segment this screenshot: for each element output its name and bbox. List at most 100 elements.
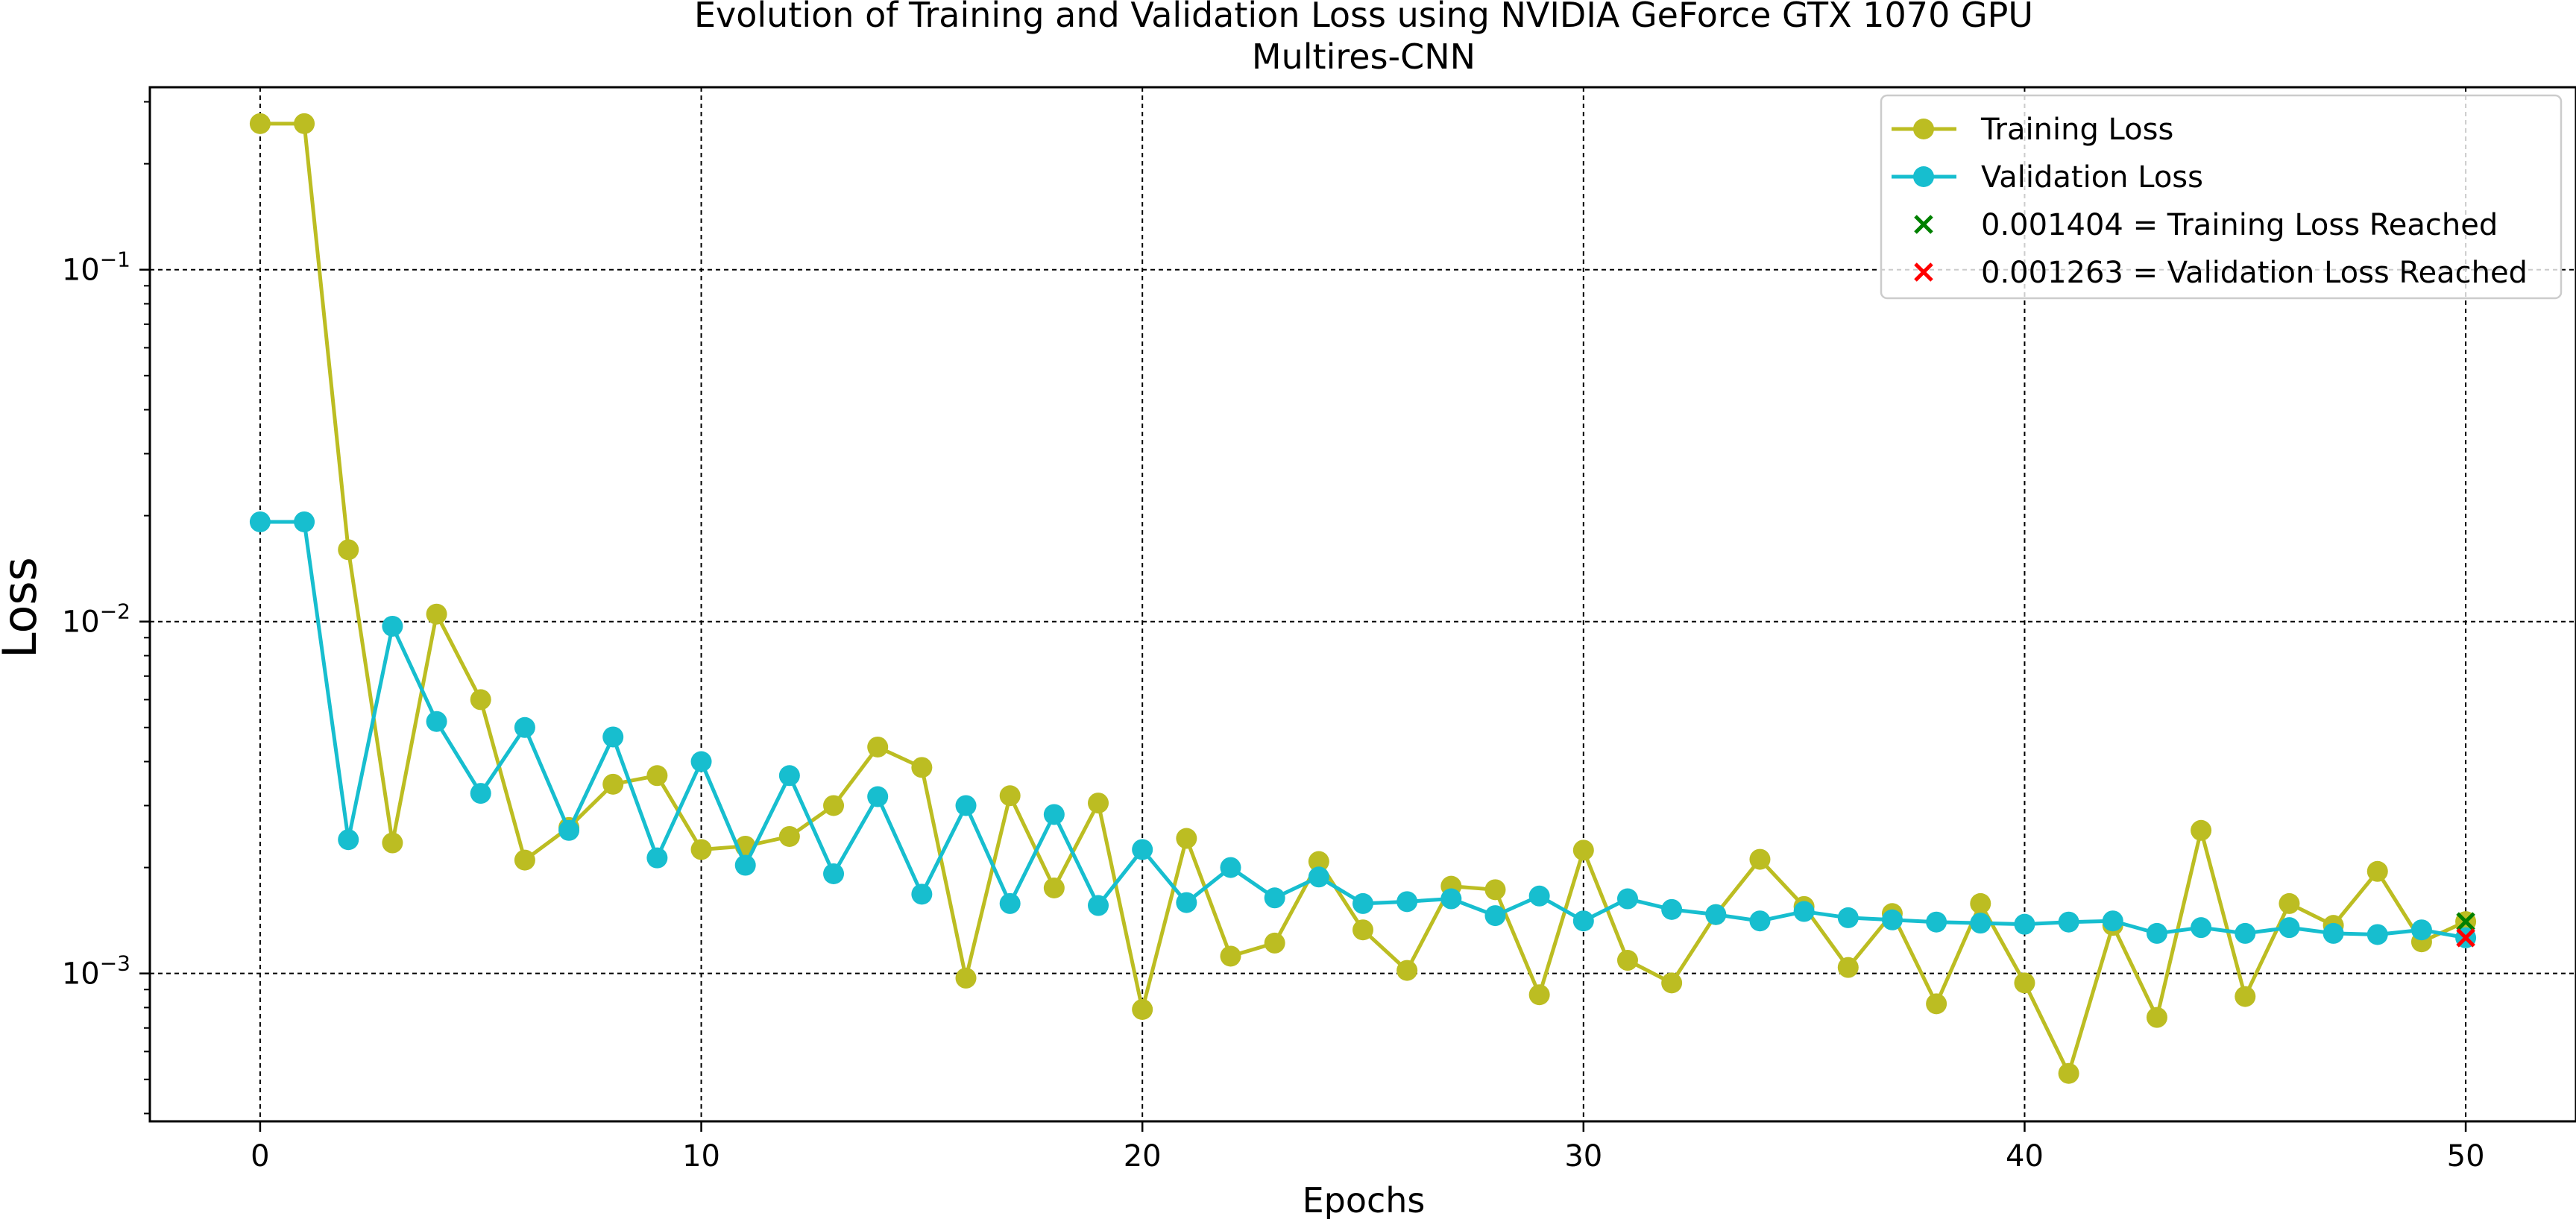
data-point xyxy=(514,849,535,871)
data-point xyxy=(338,539,359,561)
data-point xyxy=(1043,804,1065,825)
data-point xyxy=(2014,913,2035,935)
validation-loss-reached-marker xyxy=(2456,928,2475,948)
data-point xyxy=(778,825,800,847)
legend-marker-swatch xyxy=(1913,119,1934,139)
data-point xyxy=(249,113,271,134)
data-point xyxy=(1837,907,1859,928)
data-point xyxy=(690,751,712,772)
data-point xyxy=(2014,972,2035,994)
data-point xyxy=(1484,879,1506,901)
data-point xyxy=(1661,898,1683,920)
data-point xyxy=(690,839,712,860)
data-point xyxy=(2235,922,2256,944)
data-point xyxy=(1970,913,1991,934)
data-point xyxy=(249,511,271,532)
data-point xyxy=(911,883,933,905)
data-point xyxy=(2323,922,2344,944)
data-point xyxy=(911,757,933,778)
data-point xyxy=(1043,877,1065,898)
data-point xyxy=(2235,986,2256,1007)
legend-item-validation-reached: 0.001263 = Validation Loss Reached xyxy=(1914,256,2528,290)
y-tick-label: 10−3 xyxy=(62,951,130,992)
data-point xyxy=(2058,1062,2079,1084)
data-point xyxy=(867,786,889,807)
data-point xyxy=(1926,993,1947,1015)
data-point xyxy=(1352,919,1373,941)
data-point xyxy=(1661,972,1683,994)
data-point xyxy=(778,765,800,787)
legend: Training Loss Validation Loss 0.001404 = T… xyxy=(1880,94,2563,300)
data-point xyxy=(514,716,535,738)
data-point xyxy=(1220,857,1241,878)
data-point xyxy=(1440,888,1462,910)
data-point xyxy=(1396,891,1418,913)
data-point xyxy=(2102,910,2123,932)
data-point xyxy=(2146,922,2167,944)
data-point xyxy=(294,511,315,532)
data-point xyxy=(1352,892,1373,914)
data-point xyxy=(294,113,315,134)
series-validation-loss xyxy=(249,511,2477,948)
legend-marker-swatch xyxy=(1913,166,1934,187)
x-tick-label: 20 xyxy=(1124,1139,1162,1174)
training-loss-reached-marker xyxy=(2456,912,2475,931)
final-loss-markers xyxy=(2456,912,2475,948)
data-point xyxy=(426,603,447,625)
data-point xyxy=(2279,892,2300,914)
data-point xyxy=(1837,957,1859,978)
legend-label: Validation Loss xyxy=(1981,160,2203,195)
data-point xyxy=(1970,892,1991,914)
legend-item-training-loss: Training Loss xyxy=(1892,113,2173,147)
y-axis-label: Loss xyxy=(0,557,47,658)
data-point xyxy=(1264,932,1285,954)
data-point xyxy=(999,785,1021,807)
y-tick-label: 10−1 xyxy=(62,248,130,288)
data-point xyxy=(382,615,403,637)
data-point xyxy=(1308,851,1329,872)
data-point xyxy=(2410,919,2432,941)
data-point xyxy=(1616,950,1638,971)
data-point xyxy=(867,736,889,757)
data-point xyxy=(823,795,845,816)
legend-label: Training Loss xyxy=(1980,113,2173,147)
legend-item-training-reached: 0.001404 = Training Loss Reached xyxy=(1914,208,2498,242)
data-point xyxy=(955,795,977,816)
data-point xyxy=(1572,840,1594,861)
data-point xyxy=(1572,910,1594,932)
legend-label: 0.001404 = Training Loss Reached xyxy=(1981,208,2498,242)
data-point xyxy=(1528,885,1550,907)
data-point xyxy=(602,773,624,795)
data-point xyxy=(1132,839,1153,860)
data-point xyxy=(1926,911,1947,933)
x-axis-label: Epochs xyxy=(1303,1180,1426,1219)
legend-box xyxy=(1880,94,2563,300)
data-point xyxy=(558,819,580,841)
x-marker-stroke xyxy=(2456,912,2475,931)
data-point xyxy=(1616,888,1638,910)
data-point xyxy=(1088,895,1109,916)
data-point xyxy=(1484,905,1506,927)
x-marker-stroke xyxy=(1914,215,1933,234)
data-point xyxy=(602,726,624,748)
data-point xyxy=(646,765,668,787)
x-tick-label: 40 xyxy=(2006,1139,2044,1174)
data-point xyxy=(2279,917,2300,939)
data-series xyxy=(249,113,2477,1084)
x-tick-label: 30 xyxy=(1564,1139,1602,1174)
x-marker-stroke xyxy=(2456,928,2475,948)
data-point xyxy=(2058,911,2079,933)
data-point xyxy=(1749,910,1771,932)
data-point xyxy=(734,854,756,876)
data-point xyxy=(2366,860,2388,882)
data-point xyxy=(646,847,668,869)
axis-ticks: 0 10 20 30 40 50 10−3 10−2 10−1 xyxy=(62,101,2485,1174)
legend-label: 0.001263 = Validation Loss Reached xyxy=(1981,256,2528,290)
data-point xyxy=(2146,1007,2167,1028)
data-point xyxy=(470,783,491,804)
data-point xyxy=(955,967,977,989)
data-point xyxy=(2191,819,2212,841)
data-point xyxy=(1308,866,1329,888)
data-point xyxy=(426,711,447,732)
x-tick-label: 0 xyxy=(251,1139,269,1174)
